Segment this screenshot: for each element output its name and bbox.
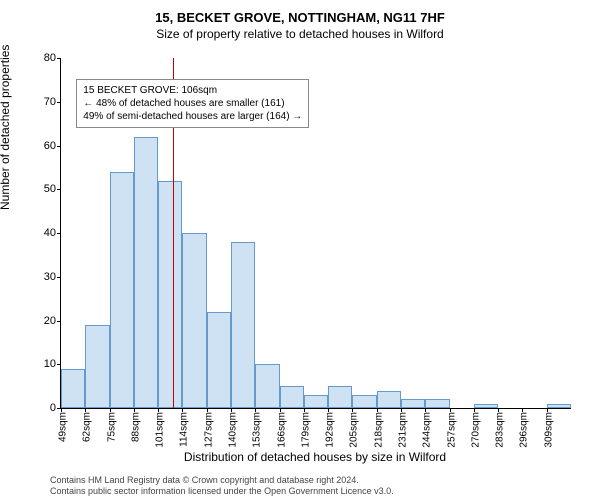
y-tick-mark bbox=[57, 102, 61, 103]
y-tick-mark bbox=[57, 58, 61, 59]
histogram-bar bbox=[110, 172, 134, 408]
x-tick-label: 75sqm bbox=[106, 412, 117, 442]
histogram-bar bbox=[61, 369, 85, 408]
x-tick-label: 140sqm bbox=[228, 412, 239, 448]
x-tick-label: 88sqm bbox=[130, 412, 141, 442]
x-tick-label: 231sqm bbox=[398, 412, 409, 448]
annotation-line: ← 48% of detached houses are smaller (16… bbox=[83, 97, 302, 110]
x-tick-label: 114sqm bbox=[179, 412, 190, 447]
histogram-bar bbox=[328, 386, 352, 408]
histogram-bar bbox=[280, 386, 304, 408]
histogram-bar bbox=[425, 399, 449, 408]
histogram-bar bbox=[182, 233, 206, 408]
x-tick-label: 205sqm bbox=[349, 412, 360, 448]
x-tick-label: 166sqm bbox=[276, 412, 287, 448]
x-tick-label: 270sqm bbox=[470, 412, 481, 448]
x-tick-label: 62sqm bbox=[82, 412, 93, 442]
chart-container: 15, BECKET GROVE, NOTTINGHAM, NG11 7HF S… bbox=[10, 10, 590, 470]
footer-attribution: Contains HM Land Registry data © Crown c… bbox=[50, 475, 394, 497]
annotation-line: 15 BECKET GROVE: 106sqm bbox=[83, 84, 302, 97]
y-tick-mark bbox=[57, 146, 61, 147]
footer-line-2: Contains public sector information licen… bbox=[50, 486, 394, 497]
plot-area: 0102030405060708049sqm62sqm75sqm88sqm101… bbox=[60, 58, 571, 409]
histogram-bar bbox=[401, 399, 425, 408]
histogram-bar bbox=[207, 312, 231, 408]
x-tick-label: 257sqm bbox=[446, 412, 457, 448]
y-tick-mark bbox=[57, 277, 61, 278]
histogram-bar bbox=[304, 395, 328, 408]
histogram-bar bbox=[255, 364, 279, 408]
annotation-box: 15 BECKET GROVE: 106sqm← 48% of detached… bbox=[76, 79, 309, 128]
histogram-bar bbox=[352, 395, 376, 408]
histogram-bar bbox=[547, 404, 571, 408]
x-tick-label: 309sqm bbox=[543, 412, 554, 448]
annotation-line: 49% of semi-detached houses are larger (… bbox=[83, 110, 302, 123]
x-tick-label: 179sqm bbox=[300, 412, 311, 448]
x-tick-label: 218sqm bbox=[373, 412, 384, 448]
footer-line-1: Contains HM Land Registry data © Crown c… bbox=[50, 475, 394, 486]
y-tick-mark bbox=[57, 364, 61, 365]
y-tick-mark bbox=[57, 233, 61, 234]
chart-title-sub: Size of property relative to detached ho… bbox=[10, 27, 590, 41]
y-tick-mark bbox=[57, 189, 61, 190]
x-axis-label: Distribution of detached houses by size … bbox=[60, 450, 570, 464]
histogram-bar bbox=[158, 181, 182, 409]
x-tick-label: 192sqm bbox=[325, 412, 336, 448]
x-tick-label: 244sqm bbox=[422, 412, 433, 448]
x-tick-label: 101sqm bbox=[155, 412, 166, 448]
x-tick-label: 283sqm bbox=[495, 412, 506, 448]
chart-title-main: 15, BECKET GROVE, NOTTINGHAM, NG11 7HF bbox=[10, 10, 590, 25]
histogram-bar bbox=[85, 325, 109, 408]
histogram-bar bbox=[377, 391, 401, 409]
histogram-bar bbox=[134, 137, 158, 408]
x-tick-label: 127sqm bbox=[203, 412, 214, 448]
x-tick-label: 49sqm bbox=[58, 412, 69, 442]
histogram-bar bbox=[231, 242, 255, 408]
y-axis-label: Number of detached properties bbox=[0, 45, 12, 210]
x-tick-label: 153sqm bbox=[252, 412, 263, 448]
x-tick-label: 296sqm bbox=[519, 412, 530, 448]
histogram-bar bbox=[474, 404, 498, 408]
y-tick-mark bbox=[57, 321, 61, 322]
